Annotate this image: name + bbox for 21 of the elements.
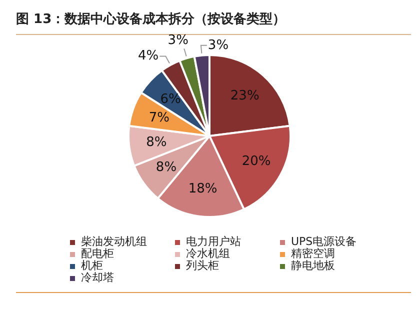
- data-label: 18%: [188, 181, 218, 196]
- legend-label: 列头柜: [186, 259, 219, 272]
- legend-label: 配电柜: [81, 247, 114, 260]
- data-label: 3%: [168, 32, 188, 48]
- data-label: 23%: [230, 88, 260, 104]
- legend-label: 电力用户站: [186, 235, 241, 248]
- data-label: 20%: [242, 154, 271, 170]
- legend-label: 柴油发动机组: [81, 235, 147, 248]
- data-label: 7%: [148, 110, 170, 126]
- legend-label: 冷却塔: [81, 271, 114, 284]
- data-label: 4%: [138, 48, 159, 64]
- data-label: 3%: [208, 38, 229, 53]
- chart-title: 图 13：数据中心设备成本拆分（按设备类型）: [16, 10, 286, 28]
- legend-label: 机柜: [81, 259, 103, 272]
- data-label: 8%: [156, 160, 177, 175]
- legend-label: 冷水机组: [186, 247, 230, 260]
- legend-label: 精密空调: [291, 247, 335, 260]
- legend-label: UPS电源设备: [291, 235, 357, 248]
- legend-label: 静电地板: [291, 259, 335, 272]
- data-label: 8%: [146, 135, 167, 150]
- data-label: 6%: [160, 92, 181, 107]
